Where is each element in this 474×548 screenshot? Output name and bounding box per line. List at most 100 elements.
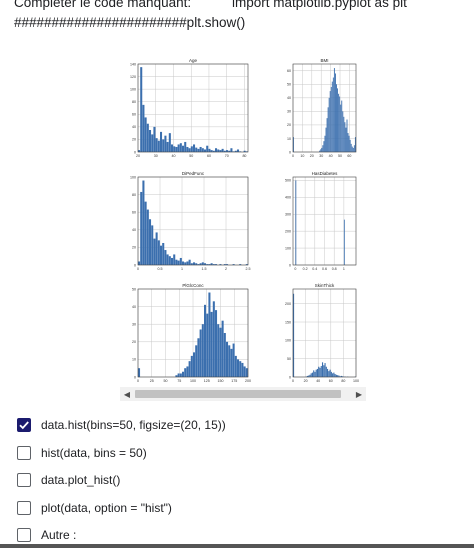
histogram-bar — [321, 147, 323, 152]
option-plot-option[interactable]: plot(data, option = "hist") — [17, 498, 172, 518]
histogram-bar — [221, 320, 224, 377]
y-tick-label: 100 — [285, 246, 291, 250]
histogram-bar — [311, 372, 314, 377]
subplot-title: PlGlcConc — [182, 283, 204, 288]
horizontal-scrollbar[interactable]: ◀ ▶ — [120, 387, 366, 401]
histogram-bar — [330, 87, 332, 152]
histogram-bar — [186, 146, 189, 152]
histogram-bar — [325, 366, 327, 377]
x-tick-label: 2 — [225, 267, 227, 271]
histogram-bar — [221, 148, 224, 152]
histogram-bar — [327, 368, 329, 377]
y-tick-label: 100 — [130, 87, 136, 91]
checkbox[interactable] — [17, 473, 31, 487]
histogram-bar — [343, 116, 345, 152]
histogram-bar — [190, 355, 193, 377]
histogram-bar — [324, 363, 326, 377]
checkbox[interactable] — [17, 528, 31, 542]
histogram-bar — [168, 256, 171, 265]
checkbox[interactable] — [17, 501, 31, 515]
histogram-bar — [153, 126, 156, 152]
histogram-bar — [193, 262, 196, 265]
histogram-bar — [162, 139, 165, 152]
histogram-bar — [349, 139, 351, 152]
x-tick-label: 100 — [353, 379, 359, 383]
histogram-bar — [245, 368, 248, 377]
histogram-bar — [197, 264, 200, 265]
x-tick-label: 125 — [204, 379, 210, 383]
histogram-bar — [316, 368, 319, 377]
option-data-hist[interactable]: data.hist(bins=50, figsize=(20, 15)) — [17, 415, 226, 435]
histogram-bar — [329, 369, 331, 377]
histogram-bar — [219, 264, 222, 265]
histogram-bar — [241, 362, 244, 377]
histogram-bar — [329, 91, 331, 152]
checkbox-checked[interactable] — [17, 418, 31, 432]
histogram-bar — [232, 264, 235, 265]
histogram-bar — [223, 264, 226, 265]
x-tick-label: 30 — [319, 154, 323, 158]
y-tick-label: 20 — [132, 138, 136, 142]
histogram-bar — [184, 368, 187, 377]
x-tick-label: 80 — [341, 379, 345, 383]
option-plot-hist[interactable]: data.plot_hist() — [17, 470, 120, 490]
histogram-bar — [337, 88, 338, 152]
axes-frame — [292, 176, 357, 266]
option-other[interactable]: Autre : — [17, 525, 76, 545]
y-tick-label: 30 — [132, 323, 136, 327]
scroll-right-icon[interactable]: ▶ — [355, 389, 363, 399]
histogram-bar — [201, 148, 204, 152]
histogram-bar — [210, 263, 213, 265]
histogram-bar — [337, 375, 339, 377]
histogram-bar — [168, 133, 171, 152]
histogram-bar — [333, 372, 335, 377]
histogram-bar — [188, 361, 191, 377]
histogram-bar — [342, 376, 344, 377]
y-tick-label: 40 — [132, 305, 136, 309]
histogram-bar — [230, 348, 233, 377]
histogram-bar — [190, 146, 193, 152]
x-tick-label: 80 — [242, 154, 246, 158]
histogram-bar — [331, 81, 333, 152]
x-tick-label: 0.5 — [158, 267, 163, 271]
histogram-bar — [210, 311, 213, 377]
bottom-border — [0, 544, 474, 548]
histogram-bar — [201, 324, 204, 377]
histogram-bar — [313, 370, 315, 377]
checkbox[interactable] — [17, 446, 31, 460]
histogram-bar — [338, 375, 340, 377]
histogram-bar — [157, 140, 160, 152]
option-hist-function[interactable]: hist(data, bins = 50) — [17, 443, 147, 463]
histogram-bar — [195, 345, 198, 377]
histogram-bar — [219, 327, 222, 377]
histogram-bar — [188, 259, 191, 265]
histogram-bar — [310, 373, 312, 377]
histogram-bar — [142, 104, 145, 152]
histogram-bar — [336, 84, 337, 152]
y-tick-label: 140 — [130, 62, 136, 66]
histogram-bar — [188, 148, 191, 152]
y-tick-label: 200 — [285, 302, 291, 306]
histogram-bar — [332, 373, 334, 377]
histogram-bar — [330, 371, 332, 377]
histogram-bar — [335, 73, 336, 152]
histogram-bar — [230, 148, 233, 152]
histogram-bar — [321, 362, 324, 377]
scroll-left-icon[interactable]: ◀ — [123, 389, 131, 399]
x-tick-label: 1 — [343, 267, 345, 271]
histogram-bar — [197, 148, 200, 152]
x-tick-label: 20 — [136, 154, 140, 158]
histogram-bar — [335, 374, 337, 377]
histogram-bar — [138, 261, 141, 265]
scrollbar-thumb[interactable] — [135, 390, 341, 398]
histogram-bar — [171, 257, 174, 265]
histogram-bar — [342, 111, 344, 152]
histogram-bar — [195, 147, 198, 152]
y-tick-label: 20 — [287, 123, 291, 127]
y-tick-label: 0 — [289, 375, 291, 379]
histogram-bar — [234, 150, 237, 152]
y-tick-label: 150 — [285, 320, 291, 324]
y-tick-label: 0 — [289, 263, 291, 267]
histogram-bar — [353, 145, 355, 152]
histogram-bar — [215, 148, 218, 152]
